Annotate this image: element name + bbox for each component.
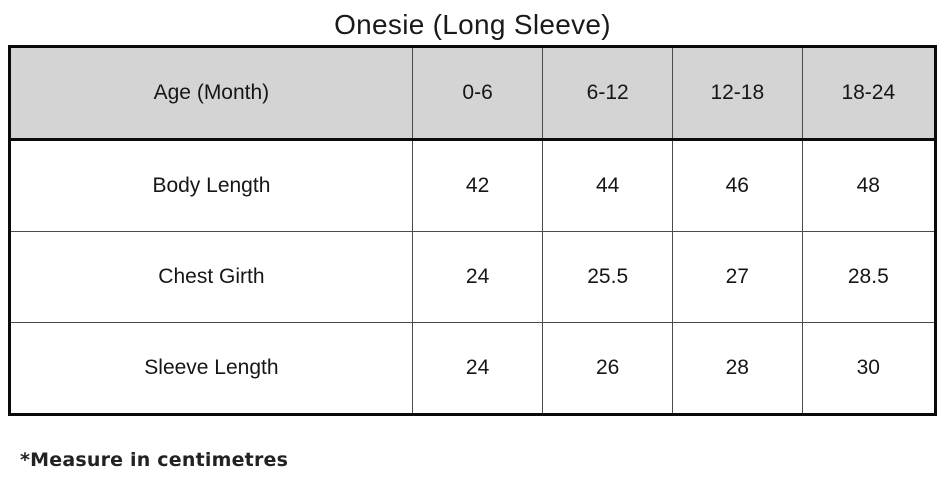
cell-sleeve-length-0-6: 24 [411, 322, 544, 415]
cell-chest-girth-18-24: 28.5 [801, 231, 937, 323]
header-cell-0-6: 0-6 [411, 46, 544, 141]
row-label-sleeve-length: Sleeve Length [9, 322, 413, 415]
footnote: *Measure in centimetres [20, 449, 289, 471]
header-cell-age-month: Age (Month) [9, 46, 413, 141]
page-title: Onesie (Long Sleeve) [334, 9, 611, 40]
row-label-chest-girth: Chest Girth [9, 231, 413, 323]
cell-body-length-12-18: 46 [672, 139, 803, 232]
cell-body-length-18-24: 48 [801, 139, 937, 232]
cell-chest-girth-0-6: 24 [411, 231, 544, 323]
header-cell-18-24: 18-24 [801, 46, 937, 141]
cell-body-length-6-12: 44 [542, 139, 673, 232]
cell-sleeve-length-6-12: 26 [542, 322, 673, 415]
table-row-sleeve-length: Sleeve Length 24 26 28 30 [9, 322, 937, 415]
cell-sleeve-length-12-18: 28 [672, 322, 803, 415]
cell-chest-girth-6-12: 25.5 [542, 231, 673, 323]
cell-sleeve-length-18-24: 30 [801, 322, 937, 415]
header-cell-12-18: 12-18 [672, 46, 803, 141]
size-chart-table: Age (Month) 0-6 6-12 12-18 18-24 Body Le… [8, 45, 937, 416]
table-header-row: Age (Month) 0-6 6-12 12-18 18-24 [9, 46, 937, 141]
table-row-chest-girth: Chest Girth 24 25.5 27 28.5 [9, 231, 937, 323]
table-header: Age (Month) 0-6 6-12 12-18 18-24 [9, 46, 937, 141]
table-row-body-length: Body Length 42 44 46 48 [9, 139, 937, 232]
cell-chest-girth-12-18: 27 [672, 231, 803, 323]
header-cell-6-12: 6-12 [542, 46, 673, 141]
row-label-body-length: Body Length [9, 139, 413, 232]
table-body: Body Length 42 44 46 48 Chest Girth 24 2… [9, 139, 937, 415]
cell-body-length-0-6: 42 [411, 139, 544, 232]
